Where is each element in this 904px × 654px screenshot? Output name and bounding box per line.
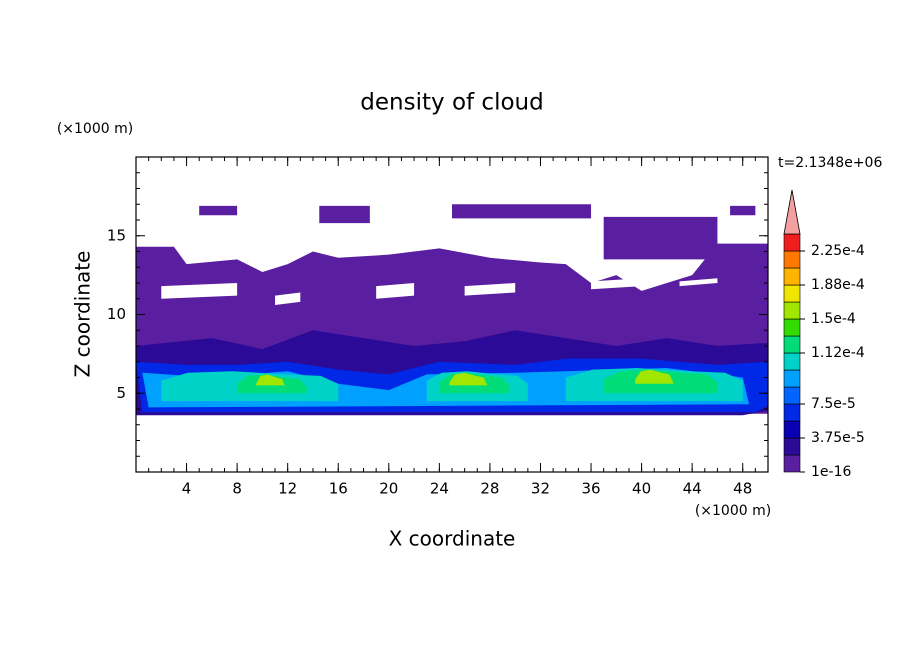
cloud-gap — [464, 283, 516, 296]
y-unit: (×1000 m) — [57, 121, 133, 137]
contour-field — [136, 204, 768, 416]
x-axis-label: X coordinate — [389, 527, 516, 551]
colorbar-band — [783, 250, 801, 269]
x-tick-label: 36 — [581, 480, 600, 498]
cloud-gap — [679, 278, 718, 287]
x-tick-label: 28 — [480, 480, 499, 498]
cloud-gap — [275, 292, 301, 306]
x-tick-label: 44 — [683, 480, 702, 498]
x-tick-label: 24 — [430, 480, 449, 498]
y-axis-label: Z coordinate — [71, 251, 95, 378]
x-tick-label: 4 — [182, 480, 192, 498]
colorbar-band — [783, 420, 801, 439]
cloud-region — [449, 372, 488, 386]
colorbar-extend — [783, 189, 801, 235]
colorbar-band — [783, 233, 801, 252]
colorbar-band — [783, 437, 801, 456]
x-tick-label: 20 — [379, 480, 398, 498]
axes: 4 8 12 16 20 24 28 32 36 40 44 48510151e-163.75e-57… — [107, 156, 865, 498]
colorbar-tick-label: 7.5e-5 — [811, 396, 856, 412]
x-tick-label: 48 — [733, 480, 752, 498]
colorbar-band — [783, 369, 801, 388]
cloud-region — [319, 205, 370, 224]
cloud-region — [256, 374, 286, 387]
colorbar-tick-label: 3.75e-5 — [811, 430, 865, 446]
colorbar-band — [783, 301, 801, 320]
cloud-gap — [591, 278, 642, 290]
y-tick-label: 5 — [116, 384, 126, 402]
colorbar-band — [783, 403, 801, 422]
x-tick-label: 32 — [531, 480, 550, 498]
cloud-region — [730, 205, 756, 216]
colorbar-band — [783, 352, 801, 371]
x-tick-label: 12 — [278, 480, 297, 498]
x-tick-label: 16 — [329, 480, 348, 498]
colorbar-band — [783, 454, 801, 473]
colorbar-tick-label: 1.12e-4 — [811, 345, 865, 361]
colorbar-tick-label: 1e-16 — [811, 464, 851, 480]
cloud-region — [199, 205, 238, 216]
cloud-gap — [376, 283, 415, 299]
cloud-region — [635, 369, 674, 384]
colorbar-tick-label: 1.5e-4 — [811, 311, 856, 327]
colorbar-band — [783, 386, 801, 405]
time-label: t=2.1348e+06 — [778, 155, 882, 171]
colorbar-band — [783, 267, 801, 286]
y-tick-label: 15 — [107, 226, 126, 244]
colorbar-band — [783, 335, 801, 354]
colorbar-tick-label: 2.25e-4 — [811, 243, 865, 259]
cloud-region — [603, 216, 718, 260]
colorbar-tick-label: 1.88e-4 — [811, 277, 865, 293]
x-tick-label: 8 — [232, 480, 242, 498]
x-tick-label: 40 — [632, 480, 651, 498]
colorbar-band — [783, 284, 801, 303]
y-tick-label: 10 — [107, 305, 126, 323]
chart-title: density of cloud — [360, 90, 543, 116]
cloud-region — [452, 204, 592, 219]
cloud-gap — [161, 283, 238, 299]
colorbar-band — [783, 318, 801, 337]
x-unit: (×1000 m) — [695, 503, 771, 519]
